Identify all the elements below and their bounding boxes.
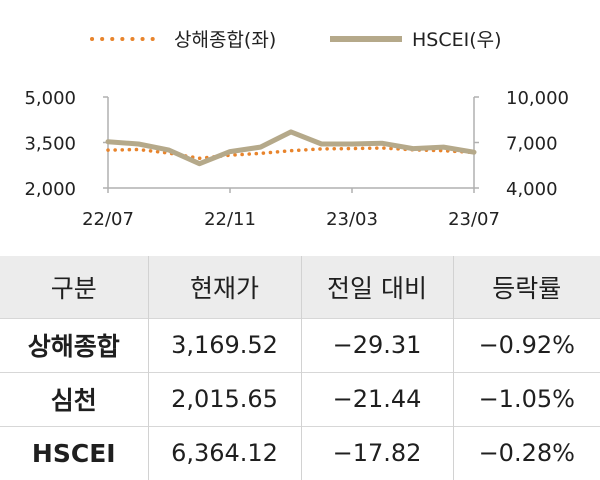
x-tick-label: 23/07 — [448, 209, 500, 230]
x-tick-label: 22/07 — [82, 209, 134, 230]
series-line-2 — [105, 129, 477, 167]
index-price: 3,169.52 — [147, 318, 301, 372]
table-header-row: 구분 현재가 전일 대비 등락률 — [0, 256, 600, 318]
y-left-tick-label: 2,000 — [24, 179, 76, 200]
index-name: 심천 — [50, 386, 97, 415]
legend-label-shanghai: 상해종합(좌) — [174, 29, 276, 51]
legend-label-hscei: HSCEI(우) — [412, 29, 502, 51]
y-left-tick-label: 3,500 — [24, 134, 76, 155]
y-right-tick-label: 4,000 — [506, 179, 558, 200]
index-change: −17.82 — [300, 426, 453, 480]
index-rate: −1.05% — [452, 372, 600, 426]
index-rate: −0.92% — [452, 318, 600, 372]
index-name: HSCEI — [31, 438, 116, 468]
chart-series — [105, 129, 477, 167]
header-change: 전일 대비 — [300, 256, 453, 318]
table-row: 상해종합 3,169.52 −29.31 −0.92% — [0, 318, 600, 372]
chart-canvas: 상해종합(좌) HSCEI(우) 5,000 3,500 2,000 10,000 7,0… — [24, 29, 569, 230]
header-price: 현재가 — [147, 256, 301, 318]
index-change: −29.31 — [300, 318, 453, 372]
chart-axes: 5,000 3,500 2,000 10,000 7,000 4,000 22/07 22/1… — [24, 88, 569, 230]
table-row: 심천 2,015.65 −21.44 −1.05% — [0, 372, 600, 426]
index-quote-table: 구분 현재가 전일 대비 등락률 상해종합 3,169.52 −29.31 −0… — [0, 256, 600, 480]
x-tick-label: 22/11 — [204, 209, 256, 230]
table-row: HSCEI 6,364.12 −17.82 −0.28% — [0, 426, 600, 480]
index-price: 2,015.65 — [147, 372, 301, 426]
chart-legend: 상해종합(좌) HSCEI(우) — [90, 29, 502, 51]
x-tick-label: 23/03 — [326, 209, 378, 230]
index-line-chart: 상해종합(좌) HSCEI(우) 5,000 3,500 2,000 10,000 7,0… — [24, 29, 569, 230]
y-left-tick-label: 5,000 — [24, 88, 76, 109]
index-rate: −0.28% — [452, 426, 600, 480]
header-rate: 등락률 — [452, 256, 600, 318]
index-change: −21.44 — [300, 372, 453, 426]
index-name: 상해종합 — [27, 332, 120, 361]
y-right-tick-label: 10,000 — [506, 88, 569, 109]
y-right-tick-label: 7,000 — [506, 134, 558, 155]
header-category: 구분 — [50, 273, 97, 303]
index-price: 6,364.12 — [147, 426, 301, 480]
